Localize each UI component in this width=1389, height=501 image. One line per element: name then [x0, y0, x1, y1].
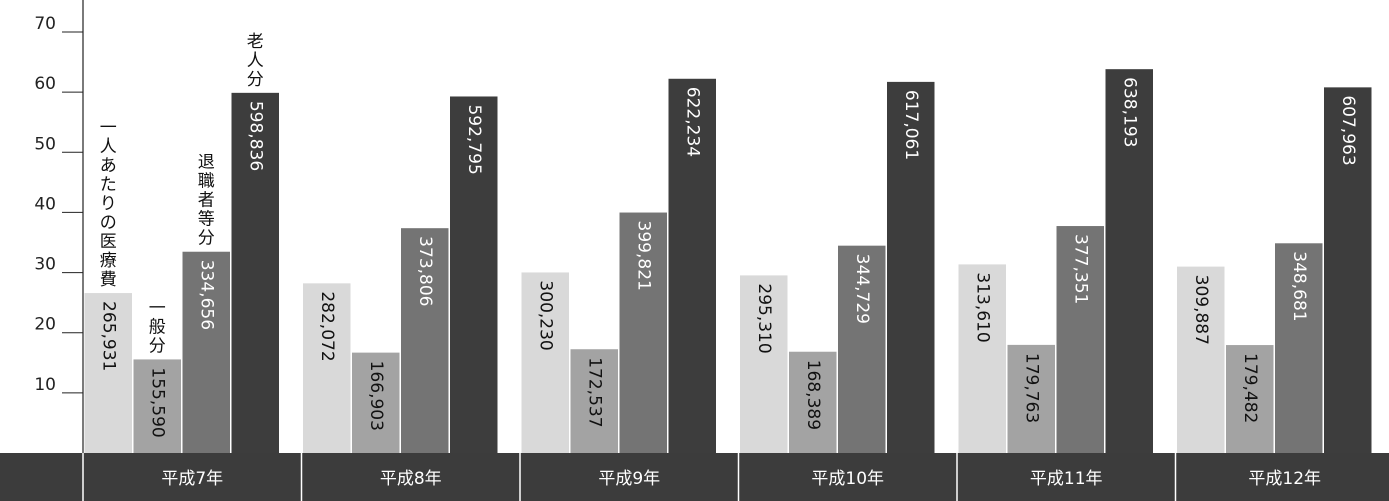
bar	[740, 275, 788, 453]
bar	[352, 352, 400, 453]
bar	[1324, 87, 1372, 453]
bar-value-label: 617,061	[901, 90, 921, 160]
bar	[84, 293, 132, 453]
bar-value-label: 265,931	[98, 301, 118, 371]
category-label: 平成9年	[598, 469, 660, 489]
y-tick-label: 60	[34, 74, 56, 94]
series-label-char: の	[100, 213, 117, 233]
series-label-char: 一	[100, 118, 117, 138]
bars: 265,931 155,590 334,656 598,836 282,072 166,9…	[84, 69, 1372, 454]
bar	[401, 228, 449, 453]
category-label: 平成7年	[161, 469, 223, 489]
series-label-char: 人	[247, 51, 264, 71]
category-band: 平成7年 平成8年 平成9年 平成10年 平成11年 平成12年	[0, 453, 1389, 501]
bar-value-label: 179,482	[1240, 353, 1260, 423]
bar	[133, 359, 181, 453]
category-label: 平成8年	[380, 469, 442, 489]
bar-value-label: 179,763	[1021, 353, 1041, 423]
bar	[958, 264, 1006, 453]
y-tick-label: 20	[34, 315, 56, 335]
bar-value-label: 155,590	[147, 367, 167, 437]
series-label-char: 分	[247, 70, 264, 90]
series-label-char: 者	[198, 191, 215, 211]
series-label-char: 医	[100, 232, 117, 252]
bar-value-label: 300,230	[535, 280, 555, 350]
bar	[838, 245, 886, 453]
series-label-1: 一般分	[149, 298, 166, 356]
series-label-char: 職	[198, 172, 215, 192]
bar	[450, 96, 498, 454]
bar-value-label: 622,234	[682, 87, 702, 157]
y-tick-label: 30	[34, 255, 56, 275]
series-label-char: 退	[198, 153, 215, 173]
bar	[1275, 243, 1323, 453]
category-label: 平成10年	[811, 469, 884, 489]
bar-value-label: 344,729	[852, 254, 872, 324]
series-label-char: 療	[100, 251, 117, 271]
bar-value-label: 373,806	[415, 236, 435, 306]
bar-value-label: 166,903	[366, 361, 386, 431]
bar	[521, 272, 569, 453]
category-label: 平成11年	[1030, 469, 1103, 489]
category-label: 平成12年	[1248, 469, 1321, 489]
series-label-char: 人	[100, 137, 117, 157]
series-label-char: 般	[149, 317, 166, 337]
bar-value-label: 592,795	[464, 104, 484, 174]
y-axis: 10 20 30 40 50 60 70	[34, 0, 84, 453]
bar-value-label: 598,836	[245, 101, 265, 171]
series-label-char: た	[100, 175, 117, 195]
bar	[303, 283, 351, 453]
bar	[789, 351, 837, 453]
bar-value-label: 309,887	[1191, 275, 1211, 345]
bar-value-label: 334,656	[196, 260, 216, 330]
series-label-char: あ	[100, 156, 117, 176]
bar	[1226, 345, 1274, 453]
series-label-3: 老人分	[247, 32, 264, 90]
bar	[182, 251, 230, 453]
bar	[1177, 266, 1225, 453]
series-label-char: り	[100, 194, 117, 214]
bar-value-label: 295,310	[754, 283, 774, 353]
series-label-char: 分	[198, 229, 215, 249]
bar	[619, 212, 667, 453]
bar-value-label: 172,537	[584, 357, 604, 427]
series-label-char: 費	[100, 270, 117, 290]
bar-value-label: 348,681	[1289, 251, 1309, 321]
series-label-char: 等	[198, 210, 215, 230]
bar-value-label: 399,821	[633, 221, 653, 291]
bar	[231, 92, 279, 453]
bar	[1007, 344, 1055, 453]
bar-value-label: 282,072	[317, 291, 337, 361]
series-label-char: 分	[149, 336, 166, 356]
bar-value-label: 377,351	[1070, 234, 1090, 304]
y-tick-label: 10	[34, 375, 56, 395]
series-label-char: 一	[149, 298, 166, 318]
y-tick-label: 50	[34, 134, 56, 154]
bar-value-label: 638,193	[1119, 77, 1139, 147]
bar	[887, 81, 935, 453]
bar-value-label: 168,389	[803, 360, 823, 430]
bar	[668, 78, 716, 453]
category-band-bg	[0, 453, 1389, 501]
bar-value-label: 607,963	[1338, 95, 1358, 165]
y-tick-label: 70	[34, 14, 56, 34]
bar-value-label: 313,610	[972, 272, 992, 342]
bar	[1105, 69, 1153, 454]
bar	[1056, 226, 1104, 453]
y-tick-label: 40	[34, 194, 56, 214]
bar	[570, 349, 618, 453]
series-label-char: 老	[247, 32, 264, 52]
